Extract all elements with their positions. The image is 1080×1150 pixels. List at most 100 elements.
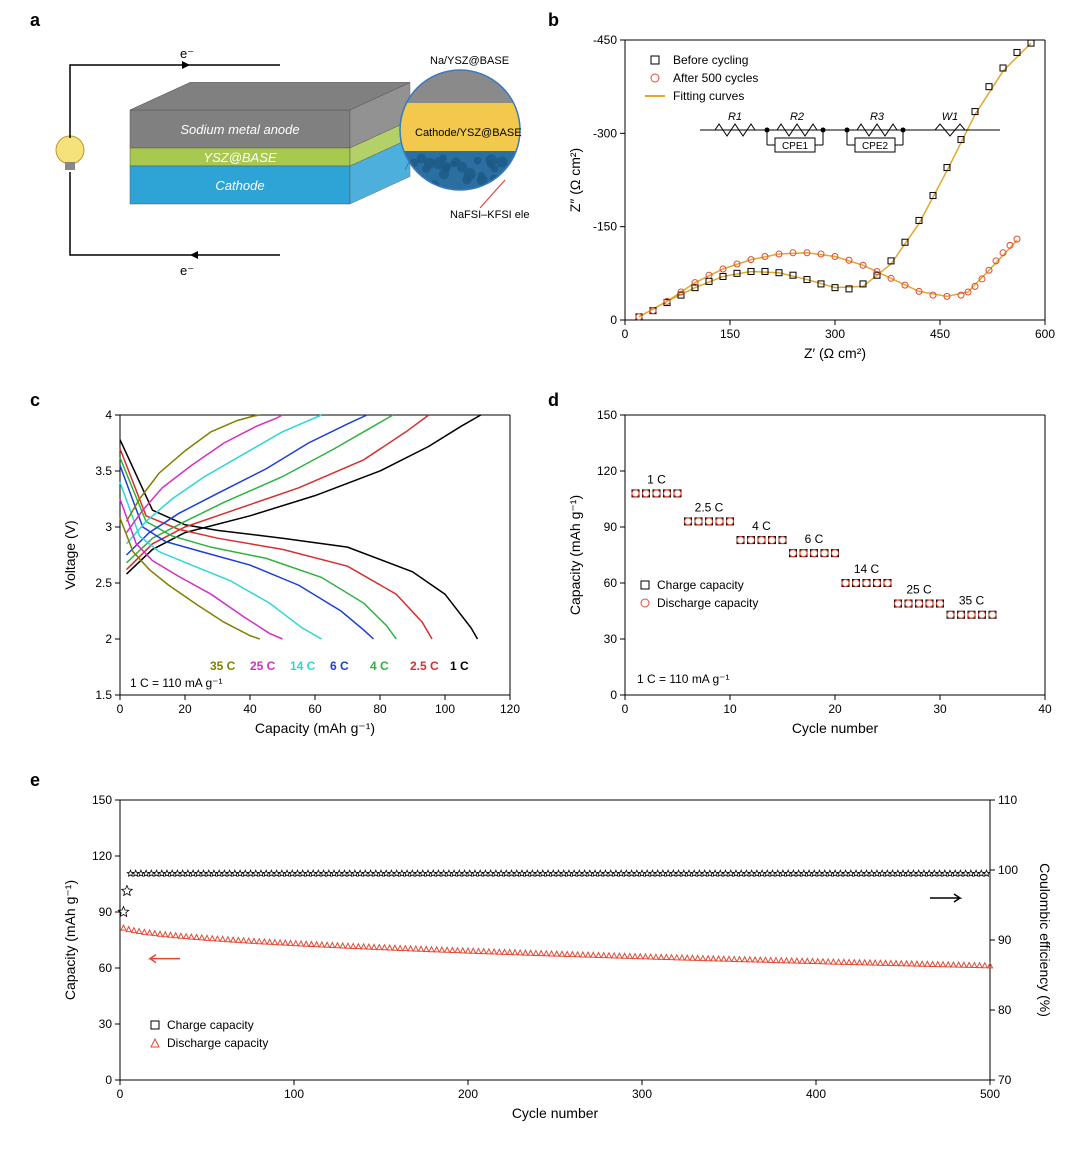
svg-text:Cathode/YSZ@BASE: Cathode/YSZ@BASE [415, 127, 522, 139]
svg-text:R2: R2 [790, 111, 804, 123]
svg-text:120: 120 [597, 464, 617, 478]
svg-text:Discharge capacity: Discharge capacity [657, 596, 758, 610]
panel-b-nyquist: 0 150 300 450 600 0 -150 -300 -450 Z′ (Ω cm²) Z″ (… [555, 20, 1065, 370]
svg-text:-450: -450 [593, 33, 617, 47]
svg-text:300: 300 [632, 1087, 652, 1101]
svg-text:1 C = 110 mA g⁻¹: 1 C = 110 mA g⁻¹ [637, 672, 730, 686]
svg-text:70: 70 [998, 1073, 1012, 1087]
svg-text:450: 450 [930, 327, 950, 341]
svg-text:Z′ (Ω cm²): Z′ (Ω cm²) [804, 345, 866, 361]
svg-text:Voltage (V): Voltage (V) [62, 520, 78, 589]
svg-text:30: 30 [99, 1017, 113, 1031]
svg-text:60: 60 [99, 961, 113, 975]
panel-a-schematic: e⁻e⁻Sodium metal anodeYSZ@BASECathodeNa/… [40, 20, 530, 350]
svg-text:100: 100 [435, 702, 455, 716]
svg-text:Fitting curves: Fitting curves [673, 89, 744, 103]
svg-text:Capacity (mAh g⁻¹): Capacity (mAh g⁻¹) [62, 880, 78, 1000]
panel-d-rate-capability: 0 10 20 30 40 0 30 60 90 120 150 Cycle number Capaci… [555, 395, 1065, 755]
svg-text:NaFSI–KFSI electrolyte: NaFSI–KFSI electrolyte [450, 209, 530, 221]
svg-text:2.5: 2.5 [95, 576, 112, 590]
svg-text:100: 100 [998, 863, 1018, 877]
svg-text:14 C: 14 C [290, 659, 316, 673]
svg-text:25 C: 25 C [250, 659, 276, 673]
svg-text:Charge capacity: Charge capacity [167, 1018, 254, 1032]
svg-text:35 C: 35 C [959, 594, 985, 608]
svg-text:600: 600 [1035, 327, 1055, 341]
svg-text:6 C: 6 C [805, 532, 824, 546]
svg-text:100: 100 [284, 1087, 304, 1101]
svg-text:Capacity (mAh g⁻¹): Capacity (mAh g⁻¹) [255, 720, 375, 736]
svg-text:Cycle number: Cycle number [792, 720, 879, 736]
svg-text:Cathode: Cathode [215, 178, 264, 193]
svg-text:20: 20 [828, 702, 842, 716]
svg-text:0: 0 [610, 688, 617, 702]
svg-text:1.5: 1.5 [95, 688, 112, 702]
svg-text:0: 0 [622, 327, 629, 341]
svg-text:0: 0 [622, 702, 629, 716]
svg-text:40: 40 [1038, 702, 1052, 716]
svg-text:CPE2: CPE2 [862, 141, 889, 152]
svg-text:200: 200 [458, 1087, 478, 1101]
svg-text:2.5 C: 2.5 C [410, 659, 439, 673]
panel-c-voltage-capacity: 0204060801001201.522.533.54Capacity (mAh… [50, 395, 530, 755]
svg-text:25 C: 25 C [906, 583, 932, 597]
svg-text:-150: -150 [593, 220, 617, 234]
svg-text:500: 500 [980, 1087, 1000, 1101]
svg-text:0: 0 [117, 1087, 124, 1101]
svg-text:10: 10 [723, 702, 737, 716]
svg-text:35 C: 35 C [210, 659, 236, 673]
svg-text:2.5 C: 2.5 C [695, 500, 724, 514]
svg-text:60: 60 [308, 702, 322, 716]
svg-text:CPE1: CPE1 [782, 141, 809, 152]
svg-text:30: 30 [933, 702, 947, 716]
svg-text:Before cycling: Before cycling [673, 53, 748, 67]
svg-text:150: 150 [92, 793, 112, 807]
svg-text:4: 4 [105, 408, 112, 422]
svg-text:20: 20 [178, 702, 192, 716]
svg-text:e⁻: e⁻ [180, 263, 194, 278]
svg-text:4 C: 4 C [752, 519, 771, 533]
svg-text:After 500 cycles: After 500 cycles [673, 71, 758, 85]
svg-text:80: 80 [373, 702, 387, 716]
svg-text:1 C: 1 C [450, 659, 469, 673]
svg-text:120: 120 [92, 849, 112, 863]
svg-text:0: 0 [117, 702, 124, 716]
svg-text:30: 30 [604, 632, 618, 646]
svg-text:120: 120 [500, 702, 520, 716]
svg-text:Charge capacity: Charge capacity [657, 578, 744, 592]
panel-label-c: c [30, 390, 40, 411]
svg-text:90: 90 [99, 905, 113, 919]
svg-text:W1: W1 [942, 111, 959, 123]
svg-text:2: 2 [105, 632, 112, 646]
svg-text:R3: R3 [870, 111, 885, 123]
svg-text:150: 150 [720, 327, 740, 341]
svg-text:Cycle number: Cycle number [512, 1105, 599, 1121]
svg-text:90: 90 [998, 933, 1012, 947]
svg-text:60: 60 [604, 576, 618, 590]
svg-text:R1: R1 [728, 111, 742, 123]
svg-text:e⁻: e⁻ [180, 46, 194, 61]
svg-text:Capacity (mAh g⁻¹): Capacity (mAh g⁻¹) [567, 495, 583, 615]
svg-text:110: 110 [998, 793, 1017, 807]
svg-text:300: 300 [825, 327, 845, 341]
svg-text:1 C: 1 C [647, 472, 666, 486]
svg-text:80: 80 [998, 1003, 1012, 1017]
svg-text:150: 150 [597, 408, 617, 422]
svg-text:400: 400 [806, 1087, 826, 1101]
svg-text:Z″ (Ω cm²): Z″ (Ω cm²) [567, 148, 583, 212]
svg-text:0: 0 [610, 313, 617, 327]
svg-text:Coulombic efficiency (%): Coulombic efficiency (%) [1037, 863, 1053, 1017]
svg-text:14 C: 14 C [854, 562, 880, 576]
svg-text:6 C: 6 C [330, 659, 349, 673]
svg-text:-300: -300 [593, 126, 617, 140]
svg-text:90: 90 [604, 520, 618, 534]
panel-label-e: e [30, 770, 40, 791]
panel-label-a: a [30, 10, 40, 31]
svg-text:Discharge capacity: Discharge capacity [167, 1036, 268, 1050]
svg-text:Na/YSZ@BASE: Na/YSZ@BASE [430, 55, 509, 67]
svg-text:4 C: 4 C [370, 659, 389, 673]
svg-text:40: 40 [243, 702, 257, 716]
panel-e-cycling: 01002003004005000306090120150Cycle numbe… [45, 780, 1065, 1150]
svg-text:1 C = 110 mA g⁻¹: 1 C = 110 mA g⁻¹ [130, 676, 223, 690]
svg-text:3: 3 [105, 520, 112, 534]
